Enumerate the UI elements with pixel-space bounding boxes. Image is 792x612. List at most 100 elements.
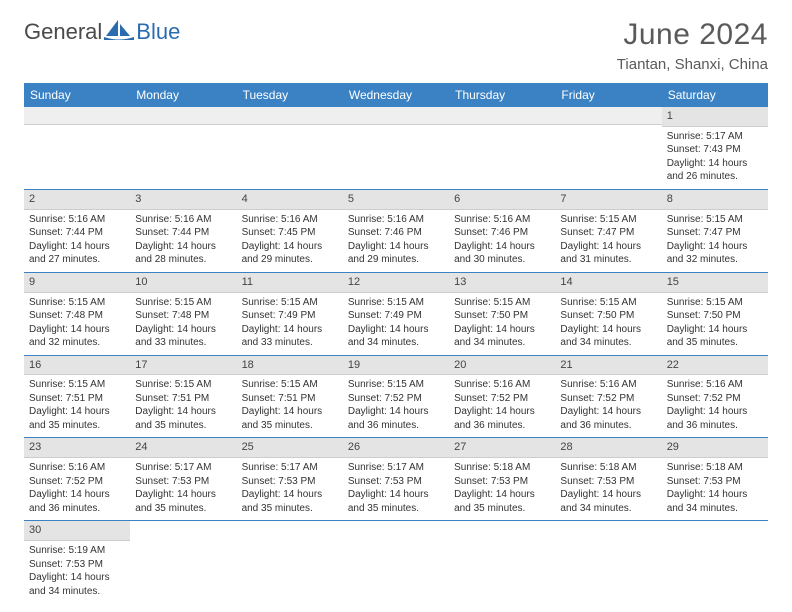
calendar-day-cell: 28Sunrise: 5:18 AMSunset: 7:53 PMDayligh… (555, 438, 661, 521)
daylight-text: Daylight: 14 hours and 36 minutes. (560, 405, 656, 432)
day-details: Sunrise: 5:15 AMSunset: 7:50 PMDaylight:… (662, 293, 768, 355)
sunrise-text: Sunrise: 5:17 AM (667, 130, 763, 144)
day-details: Sunrise: 5:16 AMSunset: 7:46 PMDaylight:… (343, 210, 449, 272)
sunset-text: Sunset: 7:49 PM (242, 309, 338, 323)
sunrise-text: Sunrise: 5:17 AM (242, 461, 338, 475)
calendar-day-cell (343, 521, 449, 603)
sunset-text: Sunset: 7:53 PM (454, 475, 550, 489)
calendar-day-cell: 13Sunrise: 5:15 AMSunset: 7:50 PMDayligh… (449, 272, 555, 355)
daylight-text: Daylight: 14 hours and 33 minutes. (242, 323, 338, 350)
day-number: 11 (237, 273, 343, 293)
sunset-text: Sunset: 7:43 PM (667, 143, 763, 157)
sunset-text: Sunset: 7:47 PM (560, 226, 656, 240)
day-number: 3 (130, 190, 236, 210)
weekday-header: Thursday (449, 83, 555, 107)
day-details: Sunrise: 5:16 AMSunset: 7:45 PMDaylight:… (237, 210, 343, 272)
weekday-header-row: Sunday Monday Tuesday Wednesday Thursday… (24, 83, 768, 107)
day-number: 8 (662, 190, 768, 210)
day-details: Sunrise: 5:17 AMSunset: 7:43 PMDaylight:… (662, 127, 768, 189)
daylight-text: Daylight: 14 hours and 34 minutes. (560, 488, 656, 515)
calendar-week-row: 16Sunrise: 5:15 AMSunset: 7:51 PMDayligh… (24, 355, 768, 438)
calendar-day-cell: 21Sunrise: 5:16 AMSunset: 7:52 PMDayligh… (555, 355, 661, 438)
day-details: Sunrise: 5:17 AMSunset: 7:53 PMDaylight:… (237, 458, 343, 520)
calendar-week-row: 9Sunrise: 5:15 AMSunset: 7:48 PMDaylight… (24, 272, 768, 355)
sunset-text: Sunset: 7:48 PM (29, 309, 125, 323)
sunrise-text: Sunrise: 5:15 AM (135, 296, 231, 310)
day-number: 13 (449, 273, 555, 293)
sunset-text: Sunset: 7:51 PM (242, 392, 338, 406)
daylight-text: Daylight: 14 hours and 35 minutes. (242, 488, 338, 515)
day-details: Sunrise: 5:16 AMSunset: 7:46 PMDaylight:… (449, 210, 555, 272)
calendar-day-cell: 4Sunrise: 5:16 AMSunset: 7:45 PMDaylight… (237, 189, 343, 272)
sunset-text: Sunset: 7:52 PM (560, 392, 656, 406)
day-number: 2 (24, 190, 130, 210)
calendar-week-row: 2Sunrise: 5:16 AMSunset: 7:44 PMDaylight… (24, 189, 768, 272)
day-number: 29 (662, 438, 768, 458)
sunset-text: Sunset: 7:53 PM (667, 475, 763, 489)
sunset-text: Sunset: 7:53 PM (348, 475, 444, 489)
day-number: 27 (449, 438, 555, 458)
sunrise-text: Sunrise: 5:15 AM (667, 296, 763, 310)
day-number: 18 (237, 356, 343, 376)
calendar-day-cell (555, 521, 661, 603)
day-details: Sunrise: 5:16 AMSunset: 7:52 PMDaylight:… (449, 375, 555, 437)
day-number: 9 (24, 273, 130, 293)
daylight-text: Daylight: 14 hours and 35 minutes. (454, 488, 550, 515)
sunset-text: Sunset: 7:53 PM (29, 558, 125, 572)
sunrise-text: Sunrise: 5:15 AM (348, 296, 444, 310)
logo-text-blue: Blue (136, 19, 180, 45)
sunset-text: Sunset: 7:44 PM (29, 226, 125, 240)
sunset-text: Sunset: 7:48 PM (135, 309, 231, 323)
day-details: Sunrise: 5:18 AMSunset: 7:53 PMDaylight:… (449, 458, 555, 520)
calendar-day-cell (237, 107, 343, 189)
calendar-day-cell: 25Sunrise: 5:17 AMSunset: 7:53 PMDayligh… (237, 438, 343, 521)
sunset-text: Sunset: 7:47 PM (667, 226, 763, 240)
logo-text-general: General (24, 19, 102, 45)
calendar-day-cell (662, 521, 768, 603)
sunset-text: Sunset: 7:52 PM (29, 475, 125, 489)
day-details: Sunrise: 5:16 AMSunset: 7:44 PMDaylight:… (130, 210, 236, 272)
empty-day-header (24, 107, 130, 125)
sunrise-text: Sunrise: 5:18 AM (454, 461, 550, 475)
calendar-day-cell: 24Sunrise: 5:17 AMSunset: 7:53 PMDayligh… (130, 438, 236, 521)
sunrise-text: Sunrise: 5:19 AM (29, 544, 125, 558)
sunrise-text: Sunrise: 5:16 AM (667, 378, 763, 392)
calendar-day-cell: 16Sunrise: 5:15 AMSunset: 7:51 PMDayligh… (24, 355, 130, 438)
calendar-day-cell (343, 107, 449, 189)
logo: General Blue (24, 18, 180, 45)
calendar-day-cell: 12Sunrise: 5:15 AMSunset: 7:49 PMDayligh… (343, 272, 449, 355)
day-number: 6 (449, 190, 555, 210)
calendar-day-cell: 11Sunrise: 5:15 AMSunset: 7:49 PMDayligh… (237, 272, 343, 355)
calendar-day-cell (237, 521, 343, 603)
day-number: 23 (24, 438, 130, 458)
sunrise-text: Sunrise: 5:15 AM (29, 378, 125, 392)
sunrise-text: Sunrise: 5:15 AM (560, 296, 656, 310)
daylight-text: Daylight: 14 hours and 35 minutes. (667, 323, 763, 350)
calendar-day-cell: 22Sunrise: 5:16 AMSunset: 7:52 PMDayligh… (662, 355, 768, 438)
day-details: Sunrise: 5:15 AMSunset: 7:50 PMDaylight:… (449, 293, 555, 355)
sunrise-text: Sunrise: 5:15 AM (135, 378, 231, 392)
day-details: Sunrise: 5:15 AMSunset: 7:48 PMDaylight:… (130, 293, 236, 355)
daylight-text: Daylight: 14 hours and 36 minutes. (667, 405, 763, 432)
location: Tiantan, Shanxi, China (617, 56, 768, 73)
sunrise-text: Sunrise: 5:15 AM (242, 296, 338, 310)
daylight-text: Daylight: 14 hours and 29 minutes. (242, 240, 338, 267)
day-details: Sunrise: 5:15 AMSunset: 7:49 PMDaylight:… (237, 293, 343, 355)
sunset-text: Sunset: 7:46 PM (454, 226, 550, 240)
daylight-text: Daylight: 14 hours and 31 minutes. (560, 240, 656, 267)
day-number: 7 (555, 190, 661, 210)
weekday-header: Wednesday (343, 83, 449, 107)
calendar-day-cell: 9Sunrise: 5:15 AMSunset: 7:48 PMDaylight… (24, 272, 130, 355)
calendar-day-cell: 30Sunrise: 5:19 AMSunset: 7:53 PMDayligh… (24, 521, 130, 603)
sunrise-text: Sunrise: 5:16 AM (348, 213, 444, 227)
calendar-day-cell: 23Sunrise: 5:16 AMSunset: 7:52 PMDayligh… (24, 438, 130, 521)
daylight-text: Daylight: 14 hours and 36 minutes. (29, 488, 125, 515)
day-number: 4 (237, 190, 343, 210)
sunrise-text: Sunrise: 5:16 AM (135, 213, 231, 227)
calendar-day-cell: 19Sunrise: 5:15 AMSunset: 7:52 PMDayligh… (343, 355, 449, 438)
calendar-day-cell: 17Sunrise: 5:15 AMSunset: 7:51 PMDayligh… (130, 355, 236, 438)
sunrise-text: Sunrise: 5:15 AM (667, 213, 763, 227)
sunset-text: Sunset: 7:52 PM (348, 392, 444, 406)
day-number: 14 (555, 273, 661, 293)
day-number: 5 (343, 190, 449, 210)
